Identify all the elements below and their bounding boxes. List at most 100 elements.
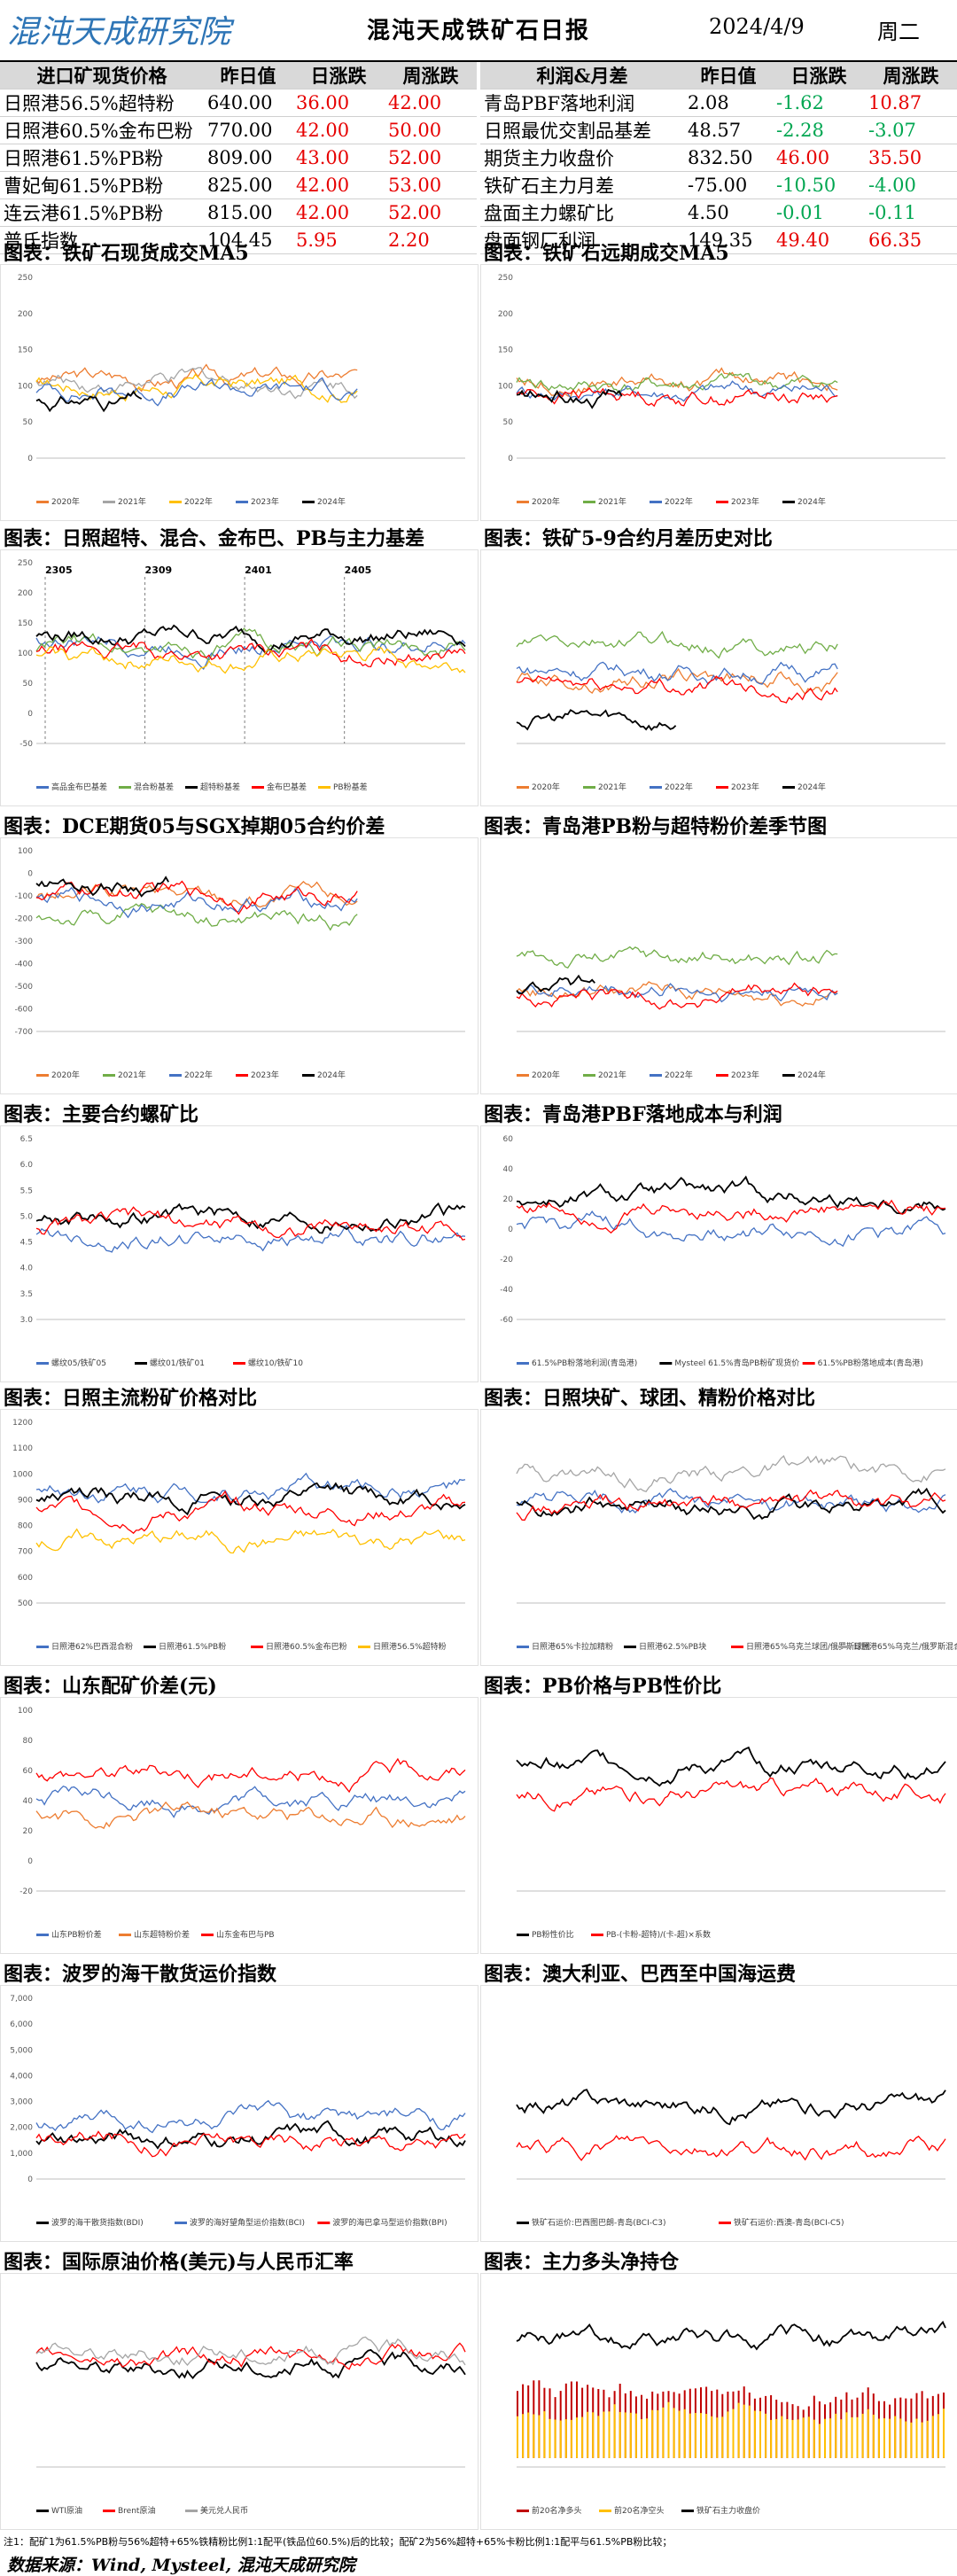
legend-label: 2020年 [532,496,560,507]
position-bar [883,2418,885,2458]
chart-svg: 铁矿石运价:巴西图巴朗-青岛(BCI-C3) 铁矿石运价:西澳-青岛(BCI-C5… [516,2089,946,2228]
position-bar [732,2409,735,2458]
y-tick-label: 4,000 [10,2072,33,2081]
y-tick-label: 600 [18,1574,33,1583]
legend-label: 铁矿石运价:巴西图巴朗-青岛(BCI-C3) [532,2217,666,2228]
legend-label: 金布巴基差 [267,782,307,792]
series-line [516,2089,946,2126]
y-tick-label: 900 [18,1496,33,1505]
legend-label: 2023年 [731,1070,759,1080]
y-tick-label: 5.5 [20,1187,33,1195]
institute-logo: 混沌天成研究院 [4,5,236,57]
legend-swatch [583,501,595,503]
row-week-change: 42.00 [385,89,477,117]
y-tick-label: 80 [23,1737,34,1746]
legend-swatch [650,501,662,503]
position-bar [753,2410,756,2458]
position-bar [765,2413,767,2458]
chart-panel-c16: 前20名净多头 前20名净空头 铁矿石主力收盘价 [480,2273,957,2530]
table-row: 连云港61.5%PB粉 815.00 42.00 52.00 [0,198,477,227]
row-name: 普氏指数 [0,226,204,254]
legend-swatch [36,1362,49,1365]
legend-label: 2021年 [598,496,626,507]
col-header: 进口矿现货价格 [0,62,204,89]
legend-swatch [185,2510,198,2512]
legend-label: 波罗的海好望角型运价指数(BCI) [190,2217,305,2228]
position-bar [721,2416,724,2458]
y-tick-label: 250 [498,274,513,283]
position-bar [872,2414,875,2458]
legend-swatch [716,1074,728,1077]
position-bar [667,2401,670,2458]
legend-label: 61.5%PB粉落地利润(青岛港) [532,1358,637,1368]
row-day-change: -2.28 [773,116,865,144]
chart-panel-c8: 60 40 20 0 -20 -40 -60 61.5%PB粉落地利润(青岛港) Mysteel… [480,1125,957,1382]
report-date: 2024/4/9 [709,14,805,39]
position-bar [549,2418,551,2458]
series-line [35,627,466,661]
position-bar [835,2413,837,2458]
col-header: 周涨跌 [865,62,957,89]
position-bar [921,2422,923,2458]
chart-svg: 0 50 100 150 200 250 2020年 2021年 2022年 2023年 2024年 [18,274,465,507]
report-weekday: 周二 [877,19,920,44]
position-bar [807,2416,810,2458]
legend-label: 2024年 [317,496,346,507]
col-header: 周涨跌 [385,62,477,89]
series-line [35,1206,466,1241]
section-title: 图表：青岛港PBF落地成本与利润 [484,1103,782,1126]
chart-svg: 3.0 3.5 4.0 4.5 5.0 5.5 6.0 6.5 螺纹05/铁矿05 螺纹01/铁矿… [20,1135,466,1368]
table-row: 期货主力收盘价 832.50 46.00 35.50 [480,144,957,172]
series-line [516,388,623,409]
row-value: -75.00 [684,171,773,199]
position-bar [634,2413,637,2458]
y-tick-label: 100 [498,382,513,391]
section-title: 图表：铁矿石远期成交MA5 [484,242,729,265]
section-title: 图表：DCE期货05与SGX掉期05合约价差 [4,815,385,838]
chart-svg: WTI原油 Brent原油 美元兑人民币 [35,2336,466,2516]
position-bar [592,2412,595,2458]
legend-label: 波罗的海干散货指数(BDI) [51,2217,144,2228]
position-bar [727,2411,729,2458]
position-bar [915,2418,918,2458]
legend-swatch [517,1074,529,1077]
series-line [35,363,358,393]
series-line [516,2135,946,2161]
position-bar [775,2418,778,2458]
series-line [516,709,677,732]
legend-label: 61.5%PB粉落地成本(青岛港) [818,1358,923,1368]
table-row: 曹妃甸61.5%PB粉 825.00 42.00 53.00 [0,171,477,199]
position-bar [705,2414,708,2458]
position-bar [910,2422,913,2458]
row-week-change: 52.00 [385,144,477,172]
legend-swatch [681,2510,694,2512]
series-line [516,1210,946,1248]
section-title: 图表：主要合约螺矿比 [4,1103,199,1126]
legend-swatch [782,1074,795,1077]
y-tick-label: 250 [18,274,33,283]
legend-swatch [236,1074,248,1077]
contract-annotation: 2405 [345,564,372,576]
position-bar [538,2415,541,2458]
series-line [35,881,358,908]
legend-swatch [251,1646,263,1648]
position-bar [576,2417,578,2458]
position-bar [662,2407,665,2458]
legend-swatch [318,786,331,789]
series-line [35,1801,466,1830]
row-name: 盘面主力螺矿比 [480,198,684,227]
position-bar [641,2419,642,2458]
legend-swatch [302,501,315,503]
series-line [35,1225,466,1253]
section-title: 图表：青岛港PB粉与超特粉价差季节图 [484,815,828,838]
series-line [35,2342,466,2370]
legend-swatch [517,1646,529,1648]
y-tick-label: -300 [15,938,34,946]
row-value: 149.35 [684,226,773,254]
series-line [516,380,838,402]
y-tick-label: 100 [18,382,33,391]
section-title: 图表：铁矿5-9合约月差历史对比 [484,527,773,550]
row-name: 曹妃甸61.5%PB粉 [0,171,204,199]
section-title: 图表：PB价格与PB性价比 [484,1675,722,1698]
y-tick-label: 5,000 [10,2046,33,2055]
